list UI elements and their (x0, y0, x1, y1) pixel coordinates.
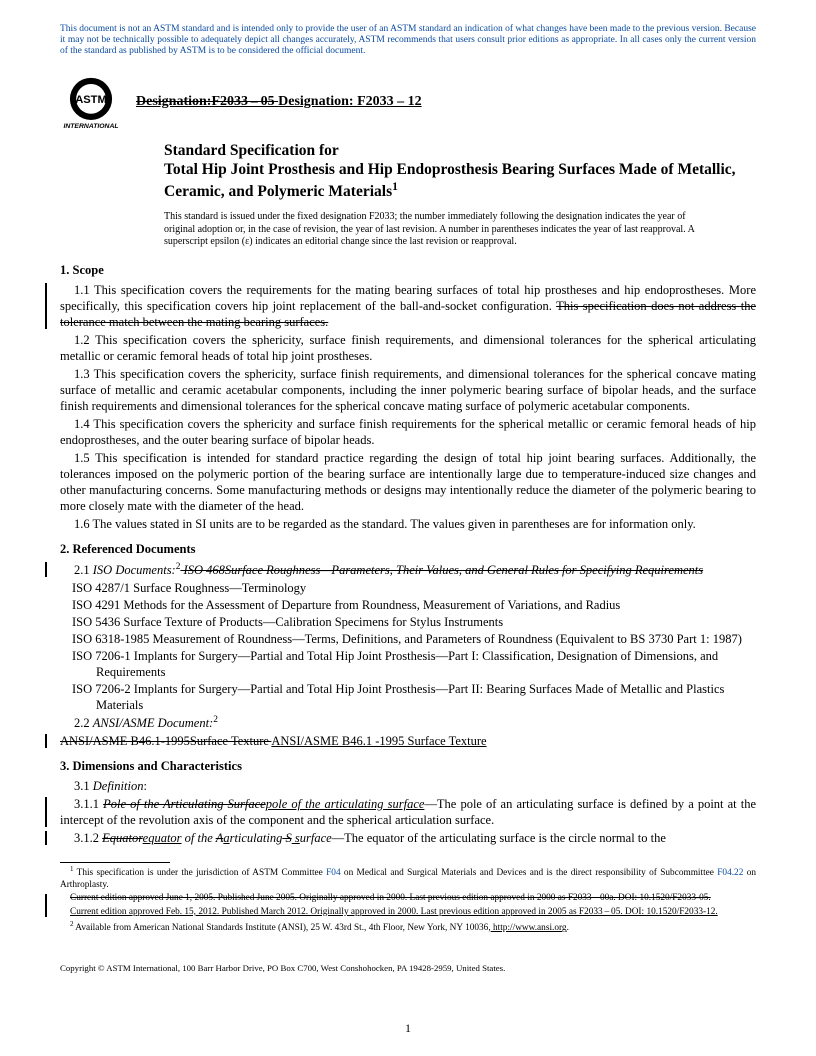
ref-iso-5436: ISO 5436 Surface Texture of Products—Cal… (72, 614, 756, 630)
para-3-1-2: 3.1.2 Equatorequator of the Aarticulatin… (60, 830, 756, 846)
para-1-4: 1.4 This specification covers the spheri… (60, 416, 756, 448)
title-line-1: Standard Specification for (164, 141, 756, 160)
iso-468-deleted: ISO 468Surface Roughness—Parameters, The… (180, 563, 703, 577)
footnote-1-new: Current edition approved Feb. 15, 2012. … (60, 907, 756, 919)
para-1-6: 1.6 The values stated in SI units are to… (60, 516, 756, 532)
title-block: Standard Specification for Total Hip Joi… (164, 141, 756, 201)
section-1-head: 1. Scope (60, 263, 756, 278)
issuance-note: This standard is issued under the fixed … (164, 211, 756, 249)
footnote-2: 2 Available from American National Stand… (60, 920, 756, 935)
page-number: 1 (0, 1021, 816, 1036)
ansi-deleted: ANSI/ASME B46.1-1995Surface Texture (60, 734, 271, 748)
para-3-1: 3.1 Definition: (60, 778, 756, 794)
para-3-1-1: 3.1.1 Pole of the Articulating Surfacepo… (60, 796, 756, 828)
title-line-2: Total Hip Joint Prosthesis and Hip Endop… (164, 160, 756, 201)
para-1-3: 1.3 This specification covers the spheri… (60, 366, 756, 414)
para-2-1: 2.1 ISO Documents:2 ISO 468Surface Rough… (60, 561, 756, 578)
header-row: ASTM INTERNATIONAL Designation:F2033 – 0… (60, 71, 756, 133)
section-2-head: 2. Referenced Documents (60, 542, 756, 557)
link-ansi-org[interactable]: http://www.ansi.org (491, 923, 567, 933)
para-2-2: 2.2 ANSI/ASME Document:2 (60, 714, 756, 731)
old-designation: Designation:F2033 – 05 (136, 94, 278, 109)
designation-line: Designation:F2033 – 05 Designation: F203… (136, 94, 422, 110)
ref-iso-4287: ISO 4287/1 Surface Roughness—Terminology (72, 580, 756, 596)
footnote-1: 1 This specification is under the jurisd… (60, 865, 756, 891)
ref-iso-7206-1: ISO 7206-1 Implants for Surgery—Partial … (72, 648, 756, 680)
para-1-2: 1.2 This specification covers the spheri… (60, 332, 756, 364)
footnote-rule (60, 862, 170, 863)
ansi-new: ANSI/ASME B46.1 -1995 Surface Texture (271, 734, 486, 748)
link-f0422[interactable]: F04.22 (717, 868, 743, 878)
ref-iso-7206-2: ISO 7206-2 Implants for Surgery—Partial … (72, 681, 756, 713)
new-designation: Designation: F2033 – 12 (278, 94, 422, 109)
ref-ansi: ANSI/ASME B46.1-1995Surface Texture ANSI… (60, 733, 756, 749)
copyright-line: Copyright © ASTM International, 100 Barr… (60, 963, 756, 973)
svg-text:ASTM: ASTM (75, 94, 107, 106)
ref-iso-4291: ISO 4291 Methods for the Assessment of D… (72, 597, 756, 613)
para-1-5: 1.5 This specification is intended for s… (60, 450, 756, 514)
astm-logo: ASTM INTERNATIONAL (60, 71, 122, 133)
disclaimer-banner: This document is not an ASTM standard an… (60, 24, 756, 57)
footnote-1-deleted: Current edition approved June 1, 2005. P… (60, 893, 756, 905)
svg-text:INTERNATIONAL: INTERNATIONAL (63, 123, 118, 130)
ref-iso-6318: ISO 6318-1985 Measurement of Roundness—T… (72, 631, 756, 647)
link-f04[interactable]: F04 (326, 868, 340, 878)
para-1-1: 1.1 This specification covers the requir… (60, 282, 756, 330)
section-3-head: 3. Dimensions and Characteristics (60, 759, 756, 774)
